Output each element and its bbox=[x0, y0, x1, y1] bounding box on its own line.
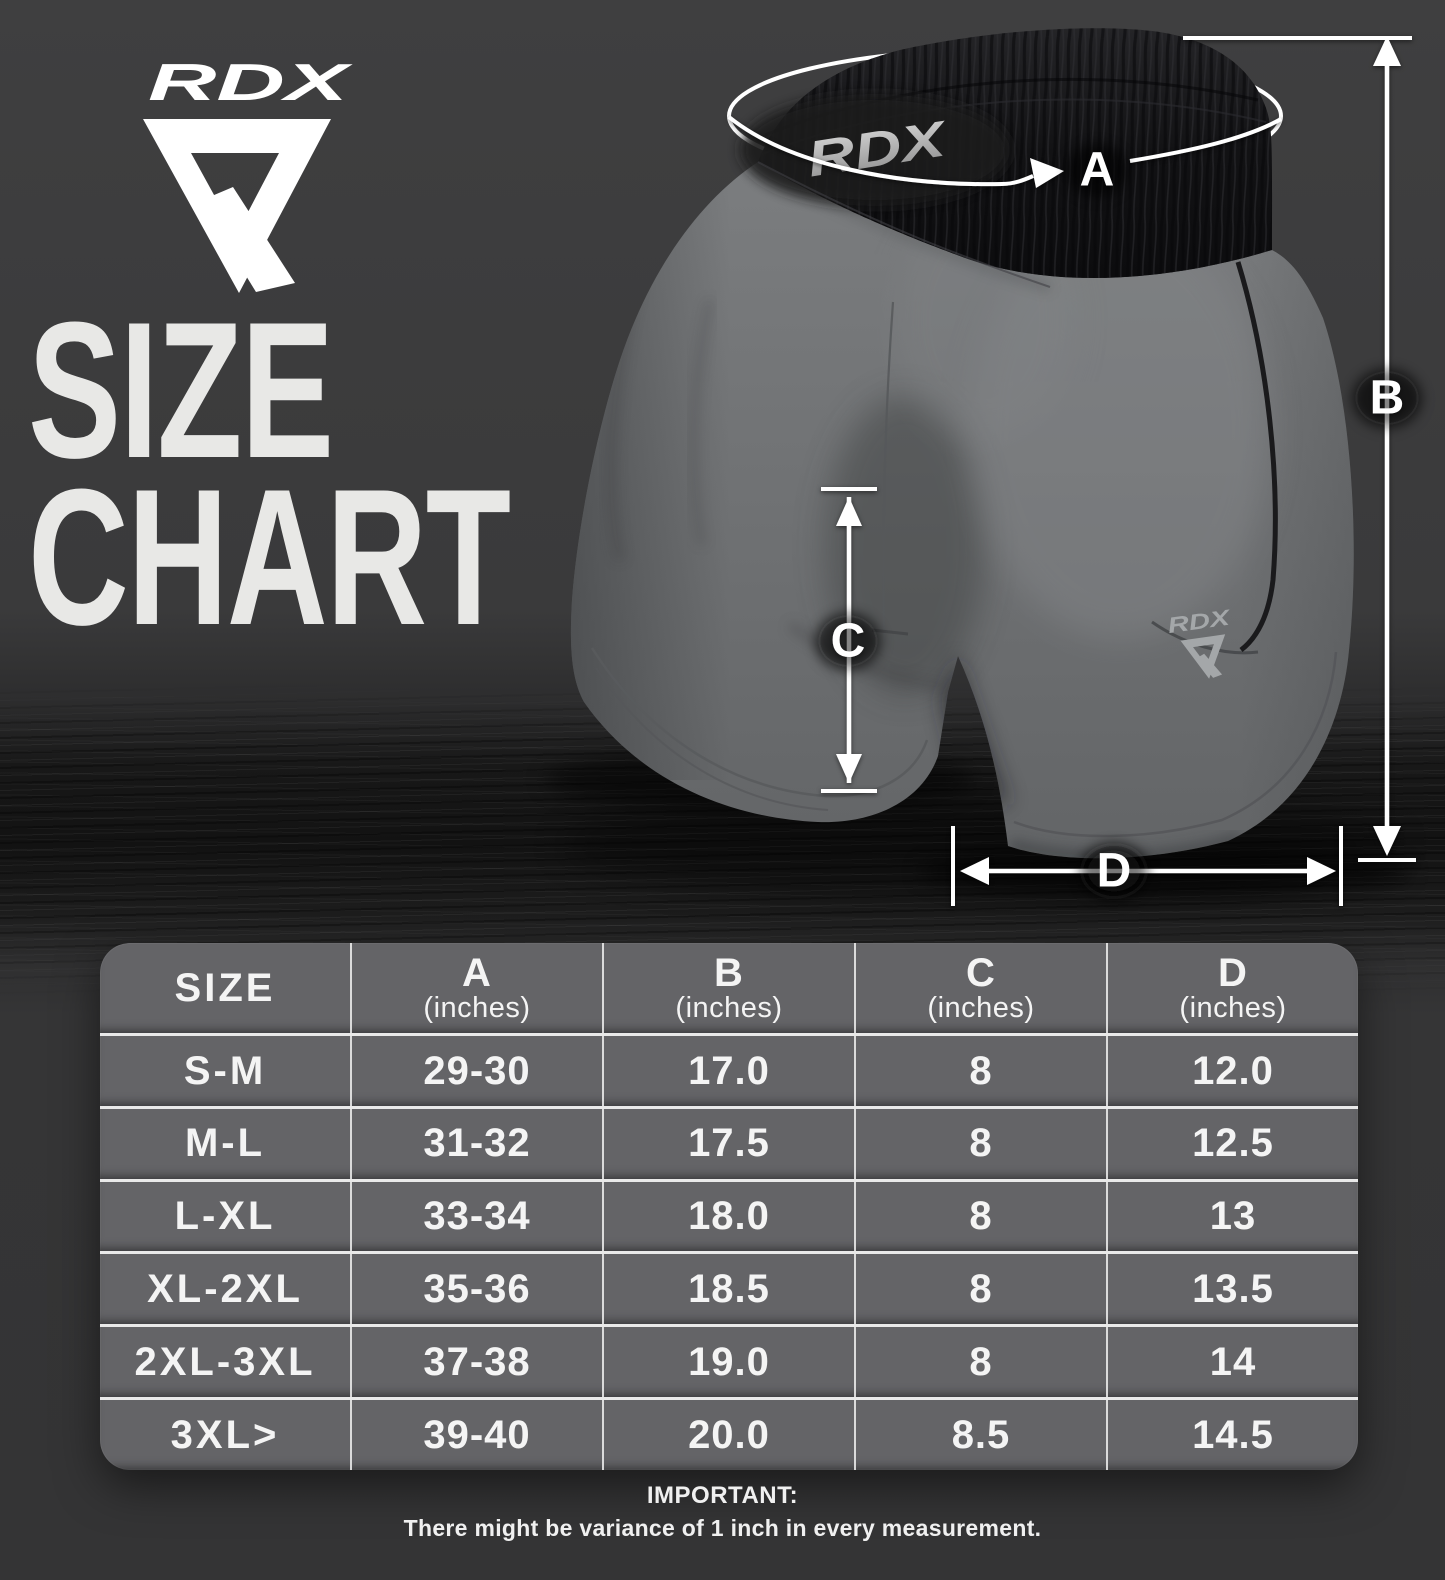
cell-d: 12.0 bbox=[1106, 1036, 1358, 1106]
column-letter: A bbox=[462, 950, 492, 995]
cell-b: 17.0 bbox=[602, 1036, 854, 1106]
cell-a: 29-30 bbox=[350, 1036, 602, 1106]
cell-d: 12.5 bbox=[1106, 1108, 1358, 1179]
column-unit: (inches) bbox=[423, 991, 531, 1024]
measure-c: C bbox=[816, 487, 880, 793]
column-letter: C bbox=[966, 950, 996, 995]
rdx-triangle-r-icon bbox=[143, 119, 331, 293]
cell-b: 18.5 bbox=[602, 1254, 854, 1325]
rdx-logo: RDX bbox=[138, 56, 358, 304]
table-row: 2XL-3XL 37-38 19.0 8 14 bbox=[100, 1324, 1358, 1398]
cell-size: L-XL bbox=[174, 1194, 276, 1239]
size-table: SIZE A (inches) B (inches) C (inches) D … bbox=[100, 943, 1358, 1470]
cell-size: 3XL> bbox=[170, 1412, 280, 1457]
cell-d: 14.5 bbox=[1106, 1400, 1358, 1470]
column-letter: D bbox=[1218, 950, 1248, 995]
column-header-a: A (inches) bbox=[350, 943, 602, 1033]
cell-d: 14 bbox=[1106, 1327, 1358, 1398]
title-line-2: CHART bbox=[28, 448, 511, 666]
cell-c: 8 bbox=[854, 1036, 1106, 1106]
cell-a: 33-34 bbox=[350, 1181, 602, 1252]
svg-text:RDX: RDX bbox=[148, 56, 354, 110]
arrowhead-a-icon bbox=[1030, 158, 1064, 188]
arrowhead-d-left-icon bbox=[960, 857, 989, 885]
column-header-d: D (inches) bbox=[1106, 943, 1358, 1033]
table-row: 3XL> 39-40 20.0 8.5 14.5 bbox=[100, 1397, 1358, 1470]
measure-a-label: A bbox=[1080, 144, 1115, 197]
table-row: L-XL 33-34 18.0 8 13 bbox=[100, 1178, 1358, 1252]
cell-a: 35-36 bbox=[350, 1254, 602, 1325]
important-note: IMPORTANT: There might be variance of 1 … bbox=[0, 1482, 1445, 1542]
rdx-wordmark-icon: RDX bbox=[148, 56, 354, 110]
waistband: RDX bbox=[740, 28, 1273, 288]
cell-b: 20.0 bbox=[602, 1400, 854, 1470]
seam-lines bbox=[590, 301, 1338, 838]
column-header-size-label: SIZE bbox=[174, 965, 276, 1010]
important-text: There might be variance of 1 inch in eve… bbox=[403, 1515, 1042, 1541]
side-piping bbox=[1235, 261, 1278, 652]
title-line-1: SIZE bbox=[28, 282, 334, 499]
page-title: SIZE CHART bbox=[28, 282, 511, 666]
measure-b: B bbox=[1183, 36, 1421, 862]
column-unit: (inches) bbox=[1179, 991, 1287, 1024]
arrowhead-c-bottom-icon bbox=[836, 754, 862, 783]
arrowhead-c-top-icon bbox=[836, 497, 862, 526]
cell-c: 8 bbox=[854, 1108, 1106, 1179]
table-row: M-L 31-32 17.5 8 12.5 bbox=[100, 1105, 1358, 1179]
cell-a: 37-38 bbox=[350, 1327, 602, 1398]
table-row: S-M 29-30 17.0 8 12.0 bbox=[100, 1033, 1358, 1106]
cell-a: 39-40 bbox=[350, 1400, 602, 1470]
cell-size: S-M bbox=[183, 1048, 267, 1093]
cell-c: 8 bbox=[854, 1181, 1106, 1252]
table-header-row: SIZE A (inches) B (inches) C (inches) D … bbox=[100, 943, 1358, 1033]
column-unit: (inches) bbox=[927, 991, 1035, 1024]
cell-b: 18.0 bbox=[602, 1181, 854, 1252]
important-heading: IMPORTANT: bbox=[646, 1482, 799, 1509]
cell-d: 13 bbox=[1106, 1181, 1358, 1252]
measure-a: A bbox=[727, 115, 1282, 197]
column-header-c: C (inches) bbox=[854, 943, 1106, 1033]
measure-d-label: D bbox=[1097, 845, 1132, 898]
cell-size: XL-2XL bbox=[147, 1267, 303, 1311]
column-header-b: B (inches) bbox=[602, 943, 854, 1033]
measure-c-label: C bbox=[831, 615, 866, 668]
arrowhead-d-right-icon bbox=[1307, 857, 1336, 885]
cell-c: 8.5 bbox=[854, 1400, 1106, 1470]
measurement-annotations: A B C bbox=[727, 36, 1421, 906]
measure-b-label: B bbox=[1370, 372, 1405, 425]
cell-b: 17.5 bbox=[602, 1108, 854, 1179]
table-row: XL-2XL 35-36 18.5 8 13.5 bbox=[100, 1251, 1358, 1325]
cell-c: 8 bbox=[854, 1254, 1106, 1325]
cell-size: 2XL-3XL bbox=[134, 1339, 316, 1384]
cell-d: 13.5 bbox=[1106, 1254, 1358, 1325]
arrowhead-b-top-icon bbox=[1373, 36, 1401, 66]
column-header-size: SIZE bbox=[100, 943, 350, 1033]
cell-b: 19.0 bbox=[602, 1327, 854, 1398]
cell-c: 8 bbox=[854, 1327, 1106, 1398]
shorts-illustration: RDX RDX A bbox=[545, 28, 1421, 906]
measure-d: D bbox=[951, 826, 1343, 906]
column-unit: (inches) bbox=[675, 991, 783, 1024]
cell-size: M-L bbox=[184, 1121, 266, 1166]
column-letter: B bbox=[714, 950, 744, 995]
cell-a: 31-32 bbox=[350, 1108, 602, 1179]
arrowhead-b-bottom-icon bbox=[1373, 826, 1401, 856]
